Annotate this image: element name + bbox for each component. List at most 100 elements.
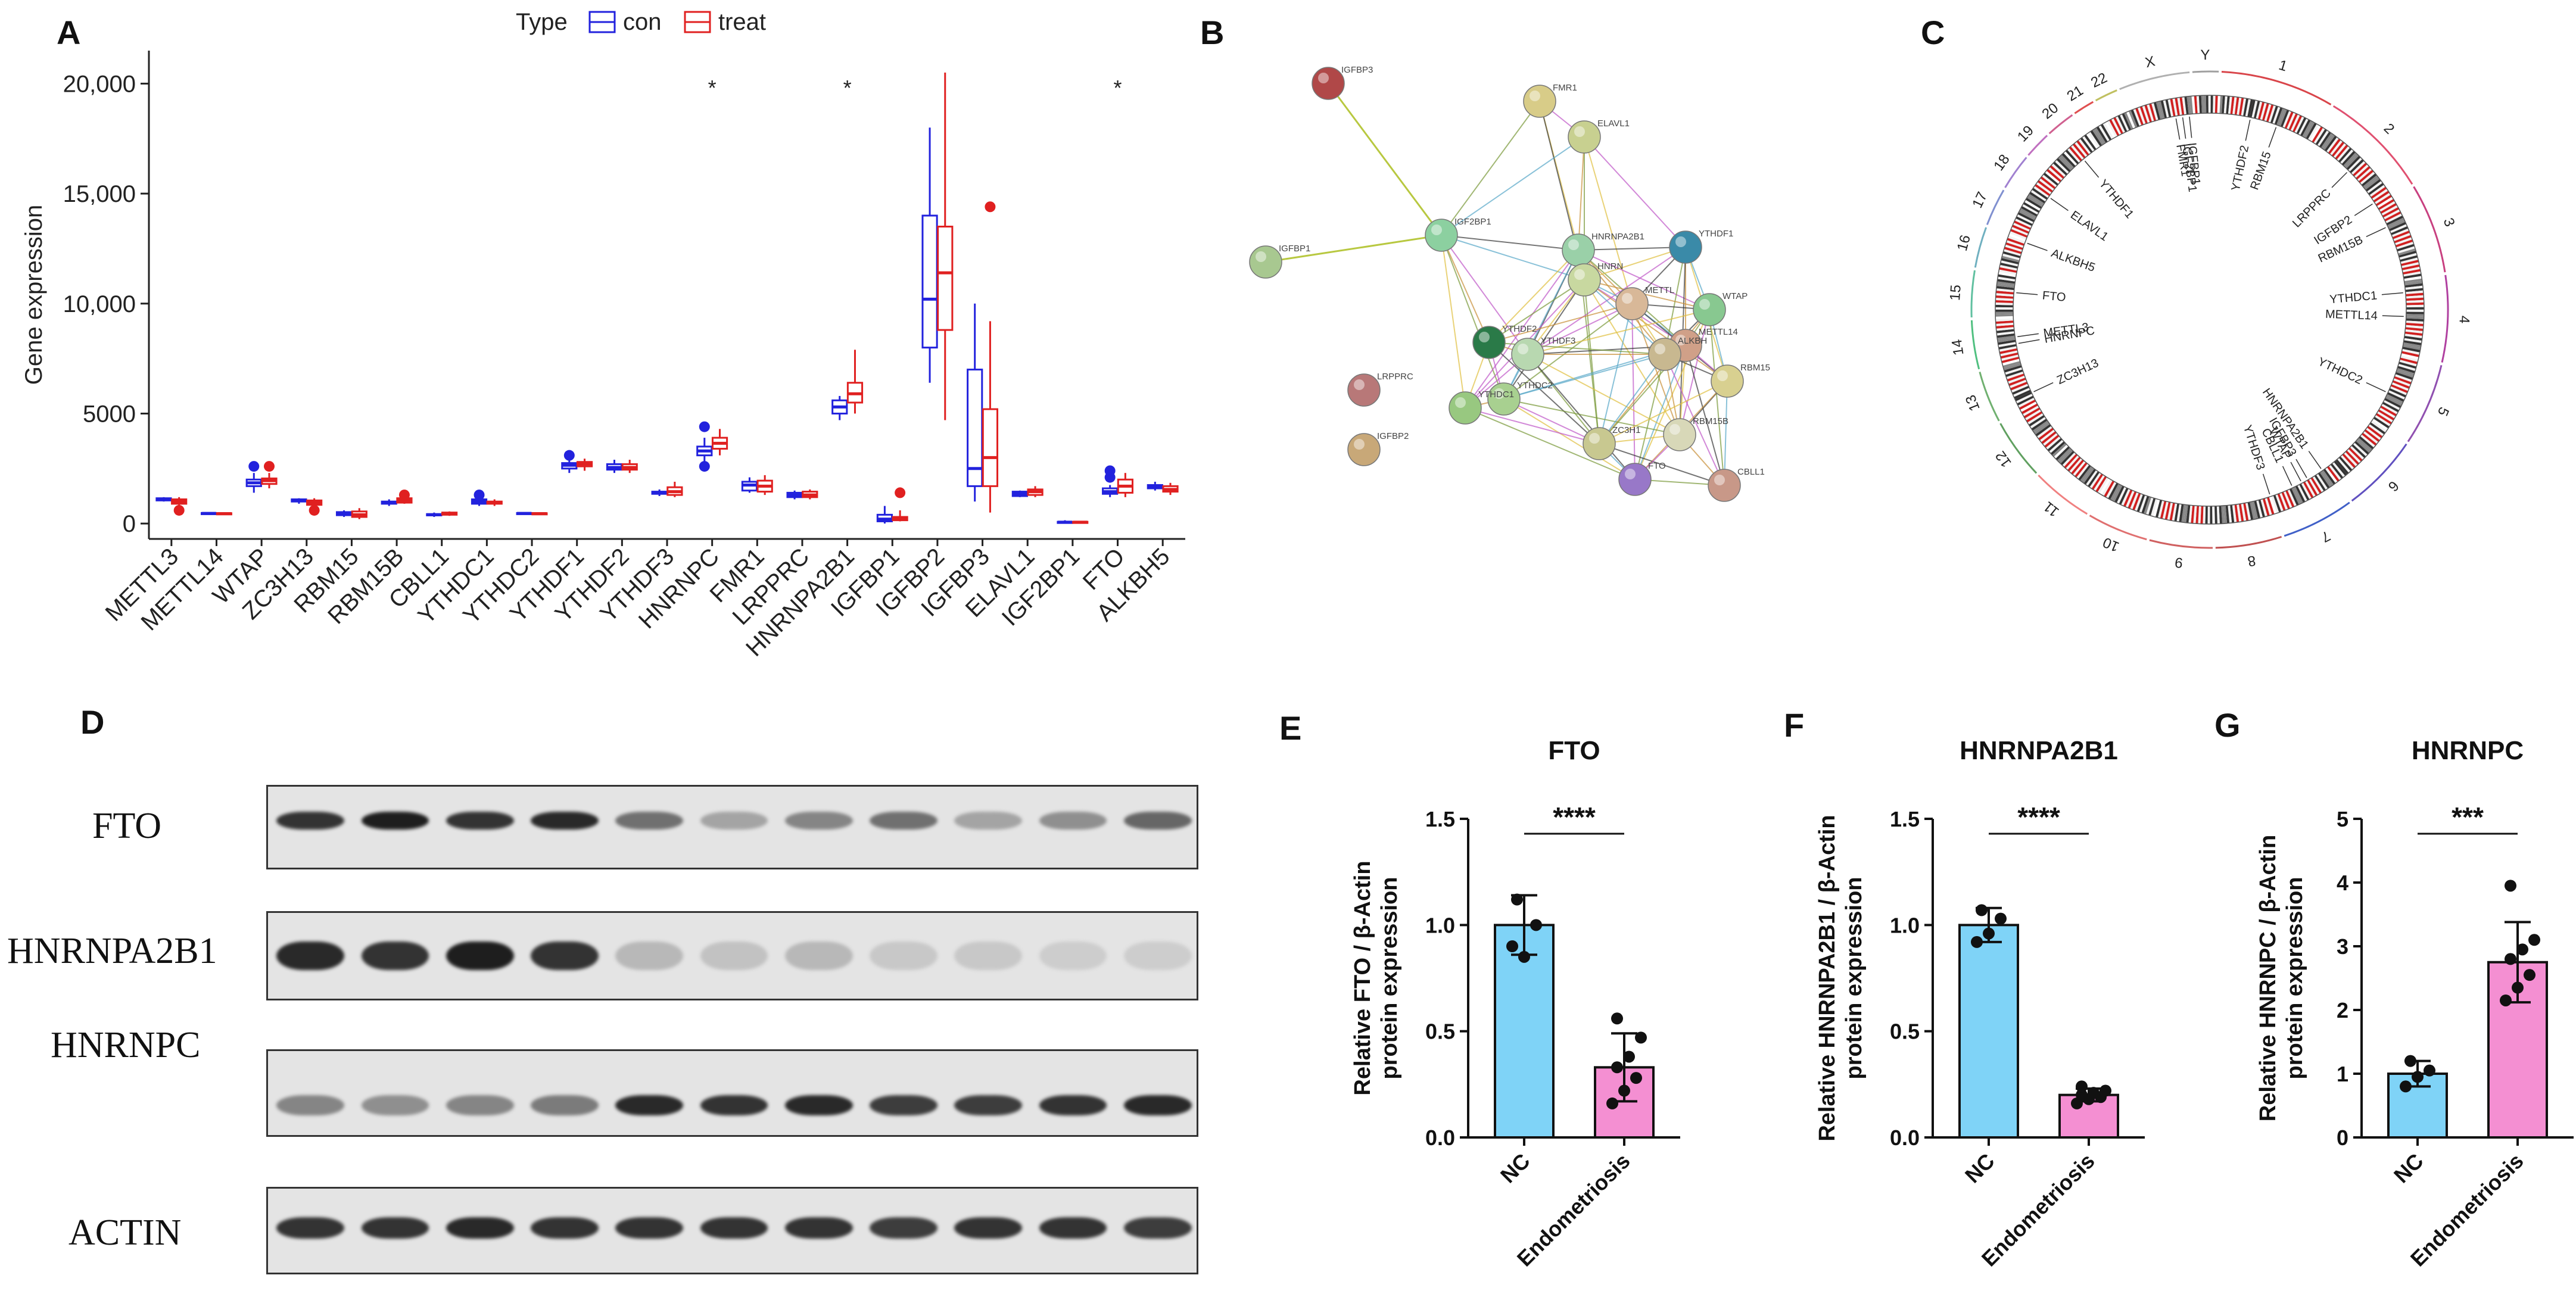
y-axis-title-line2: protein expression (2282, 877, 2307, 1080)
cytoband (2182, 96, 2187, 115)
node-highlight (1717, 370, 1728, 381)
cytoband (2110, 484, 2121, 501)
chromosome-arc (2441, 275, 2449, 363)
cytoband (2367, 426, 2383, 438)
cytoband (2281, 491, 2291, 510)
cytoband (2160, 100, 2167, 119)
cytoband (2112, 485, 2123, 502)
node-highlight (1431, 225, 1442, 235)
cytoband (2141, 495, 2150, 514)
cytoband (2343, 451, 2358, 467)
data-point (1971, 936, 1983, 948)
cytoband (2287, 112, 2296, 130)
blot-band (784, 1095, 853, 1115)
cytoband (2298, 118, 2309, 136)
node-ythdf2 (1472, 326, 1506, 359)
network-edge (1503, 398, 1680, 435)
cytoband (2276, 108, 2285, 126)
y-tick-label: 15,000 (63, 181, 136, 207)
blot-band (615, 812, 684, 830)
y-tick-label: 5000 (83, 401, 136, 427)
cytoband (2052, 442, 2067, 457)
cytoband (2219, 506, 2223, 524)
cytoband (2395, 372, 2413, 381)
x-tick-label: NC (1496, 1149, 1535, 1188)
node-label: YTHDF2 (1502, 324, 1537, 334)
cytoband (2312, 476, 2324, 492)
cytoband (2254, 500, 2261, 519)
cytoband (1996, 329, 2015, 333)
gene-link (2182, 117, 2186, 139)
cytoband (2388, 220, 2406, 229)
network-edge (1724, 381, 1728, 486)
significance-marker: * (843, 76, 852, 100)
ideogram-outer-border (1995, 95, 2425, 525)
node-label: HNRN (1597, 261, 1623, 272)
network-edge (1631, 303, 1680, 435)
cytoband (2102, 122, 2114, 140)
network-edge (1465, 250, 1579, 409)
y-tick-label: 0 (2337, 1126, 2348, 1150)
cytoband (1996, 333, 2015, 338)
chromosome-arc (1999, 423, 2038, 474)
cytoband (2058, 449, 2073, 464)
cytoband (2031, 419, 2048, 431)
cytoband (2400, 255, 2418, 262)
cytoband (2123, 490, 2133, 507)
network-node: FTO (1618, 461, 1666, 496)
cytoband (2167, 99, 2174, 117)
gene-link (2308, 451, 2322, 469)
cytoband (2397, 244, 2415, 252)
chart-title: HNRNPC (2412, 736, 2524, 765)
y-tick-label: 0 (123, 511, 136, 537)
cytoband (2021, 204, 2039, 215)
cytoband (2359, 436, 2374, 450)
cytoband (2241, 98, 2247, 116)
outlier-point (985, 201, 996, 213)
gene-link (2366, 227, 2386, 238)
chromosome-arc (2351, 443, 2407, 502)
cytoband (2287, 489, 2297, 507)
cytoband (2391, 382, 2409, 391)
blot-band (700, 942, 768, 970)
cytoband (2309, 478, 2320, 495)
cytoband (2101, 479, 2113, 497)
cytoband (2360, 434, 2376, 448)
cytoband (2139, 495, 2147, 513)
blot-band (276, 942, 345, 970)
data-point (2500, 994, 2512, 1006)
gene-link (2381, 292, 2403, 295)
network-edge (1503, 303, 1633, 400)
legend-label-treat: treat (718, 9, 766, 35)
cytoband (2155, 500, 2163, 518)
y-tick-label: 1.0 (1425, 913, 1455, 937)
cytoband (2184, 96, 2189, 115)
gene-link (2282, 466, 2292, 486)
cytoband (2400, 357, 2418, 364)
cytoband (2064, 453, 2078, 469)
cytoband (2340, 454, 2354, 470)
cytoband (2390, 224, 2407, 233)
cytoband (2055, 446, 2070, 461)
data-point (1983, 927, 1995, 940)
cytoband (2032, 420, 2049, 433)
cytoband (2006, 240, 2024, 248)
node-lrpprc (1347, 373, 1381, 407)
cytoband (2074, 142, 2088, 157)
network-node: YTHDF2 (1472, 324, 1537, 359)
blot-band (615, 1095, 684, 1115)
cytoband (2294, 116, 2304, 133)
cytoband (2201, 95, 2204, 114)
cytoband (2285, 490, 2295, 508)
cytoband (2402, 266, 2421, 273)
cytoband (2400, 355, 2419, 362)
gene-link (2189, 116, 2192, 138)
cytoband (2062, 452, 2076, 467)
cytoband (2405, 327, 2424, 332)
cytoband (2089, 472, 2102, 489)
network-edge (1599, 381, 1728, 444)
data-point (1530, 919, 1542, 931)
cytoband (2203, 95, 2207, 114)
gene-label: LRPPRC (2290, 187, 2334, 230)
